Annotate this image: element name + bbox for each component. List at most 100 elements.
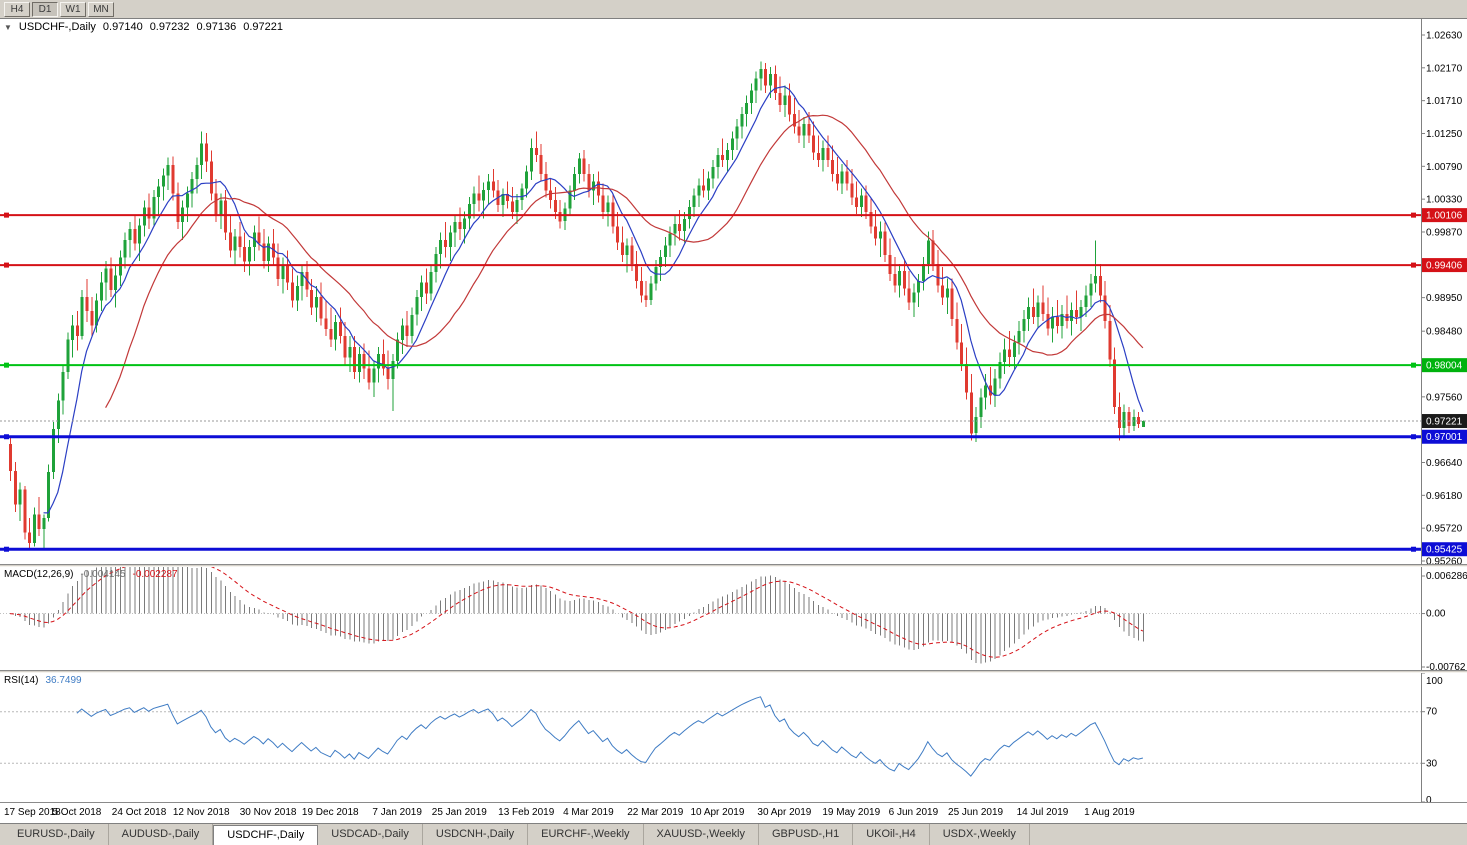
price-tick-label: 0.95720 bbox=[1426, 524, 1463, 535]
tab-usdcad-daily[interactable]: USDCAD-,Daily bbox=[318, 824, 423, 845]
line-handle bbox=[1411, 212, 1416, 218]
tab-usdchf-daily[interactable]: USDCHF-,Daily bbox=[213, 825, 319, 845]
rsi-label-overlay: RSI(14) 36.7499 bbox=[4, 675, 82, 686]
rsi-tick-label: 70 bbox=[1426, 707, 1438, 718]
timeframe-button-w1[interactable]: W1 bbox=[60, 1, 86, 17]
tab-eurchf-weekly[interactable]: EURCHF-,Weekly bbox=[528, 824, 644, 845]
macd-tick-label: 0.006286 bbox=[1426, 571, 1467, 582]
tab-gbpusd-h1[interactable]: GBPUSD-,H1 bbox=[759, 824, 854, 845]
time-axis-label: 13 Feb 2019 bbox=[498, 807, 555, 818]
rsi-label: RSI(14) bbox=[4, 675, 39, 686]
tab-xauusd-weekly[interactable]: XAUUSD-,Weekly bbox=[644, 824, 759, 845]
time-axis-label: 5 Oct 2018 bbox=[52, 807, 102, 818]
price-tick-label: 1.02170 bbox=[1426, 63, 1463, 74]
ma-fast-line bbox=[43, 85, 1144, 514]
macd-histogram bbox=[14, 567, 1144, 664]
time-axis-label: 12 Nov 2018 bbox=[172, 807, 230, 818]
macd-signal-value: -0.002287 bbox=[132, 569, 178, 580]
macd-label-overlay: MACD(12,26,9) -0.004145 -0.002287 bbox=[4, 569, 178, 580]
panel-separator[interactable] bbox=[0, 564, 1467, 567]
price-badge bbox=[1422, 542, 1467, 557]
macd-label: MACD(12,26,9) bbox=[4, 569, 74, 580]
macd-tick-label: -0.00762 bbox=[1426, 662, 1466, 670]
line-handle bbox=[4, 362, 9, 368]
time-axis-label: 25 Jun 2019 bbox=[948, 807, 1004, 818]
time-axis-label: 4 Mar 2019 bbox=[563, 807, 614, 818]
time-axis-label: 1 Aug 2019 bbox=[1084, 807, 1135, 818]
price-tick-label: 1.02630 bbox=[1426, 30, 1463, 41]
price-badge-label: 0.99406 bbox=[1426, 261, 1463, 272]
timeframe-button-d1[interactable]: D1 bbox=[32, 1, 58, 17]
candles-layer bbox=[9, 61, 1145, 550]
time-axis-label: 30 Nov 2018 bbox=[239, 807, 297, 818]
line-handle bbox=[1411, 546, 1416, 552]
line-handle bbox=[1411, 262, 1416, 268]
time-axis-label: 19 Dec 2018 bbox=[301, 807, 359, 818]
line-handle bbox=[1411, 362, 1416, 368]
price-tick-label: 1.01250 bbox=[1426, 129, 1463, 140]
price-badge-label: 1.00106 bbox=[1426, 211, 1463, 222]
price-tick-label: 0.95260 bbox=[1426, 557, 1463, 564]
price-badge bbox=[1422, 258, 1467, 273]
line-handle bbox=[4, 212, 9, 218]
macd-canvas[interactable]: 0.006286 0.00 -0.00762 bbox=[0, 567, 1467, 670]
price-badge bbox=[1422, 358, 1467, 373]
main-chart-panel[interactable]: 1.02630 1.02170 1.01710 1.01250 1.00790 1.003… bbox=[0, 19, 1467, 564]
time-axis-label: 10 Apr 2019 bbox=[690, 807, 745, 818]
ohlc-low: 0.97136 bbox=[196, 21, 237, 33]
line-handle bbox=[4, 546, 9, 552]
chart-collapse-icon[interactable]: ▼ bbox=[4, 22, 12, 32]
macd-tick-label: 0.00 bbox=[1426, 609, 1446, 620]
chart-window[interactable]: 1.02630 1.02170 1.01710 1.01250 1.00790 1.003… bbox=[0, 19, 1467, 823]
tab-eurusd-daily[interactable]: EURUSD-,Daily bbox=[4, 824, 109, 845]
price-badge-label: 0.98004 bbox=[1426, 361, 1463, 372]
time-axis[interactable]: 17 Sep 2018 5 Oct 2018 24 Oct 2018 12 Nov 2… bbox=[0, 802, 1467, 823]
line-handle bbox=[4, 434, 9, 440]
tab-usdx-weekly[interactable]: USDX-,Weekly bbox=[930, 824, 1030, 845]
ohlc-open: 0.97140 bbox=[102, 21, 143, 33]
price-tick-label: 1.00330 bbox=[1426, 195, 1463, 206]
price-badge bbox=[1422, 208, 1467, 223]
macd-main-value: -0.004145 bbox=[80, 569, 126, 580]
price-tick-label: 0.97560 bbox=[1426, 392, 1463, 403]
price-tick-label: 0.99870 bbox=[1426, 227, 1463, 238]
price-tick-label: 1.00790 bbox=[1426, 162, 1463, 173]
time-axis-label: 6 Jun 2019 bbox=[888, 807, 939, 818]
rsi-value: 36.7499 bbox=[45, 675, 82, 686]
chart-symbol-label: USDCHF-,Daily bbox=[18, 21, 96, 33]
price-tick-label: 0.98480 bbox=[1426, 327, 1463, 338]
main-chart-canvas[interactable]: 1.02630 1.02170 1.01710 1.01250 1.00790 1.003… bbox=[0, 19, 1467, 564]
chart-title-overlay: ▼ USDCHF-,Daily 0.97140 0.97232 0.97136 … bbox=[4, 21, 283, 33]
time-axis-label: 24 Oct 2018 bbox=[111, 807, 167, 818]
price-tick-label: 0.96180 bbox=[1426, 491, 1463, 502]
rsi-canvas[interactable]: 100 70 30 0 bbox=[0, 673, 1467, 802]
timeframe-toolbar: H4 D1 W1 MN bbox=[0, 0, 1467, 19]
time-axis-label: 22 Mar 2019 bbox=[627, 807, 684, 818]
rsi-tick-label: 100 bbox=[1426, 676, 1443, 687]
time-axis-label: 7 Jan 2019 bbox=[372, 807, 422, 818]
time-axis-label: 17 Sep 2018 bbox=[4, 807, 61, 818]
time-axis-label: 14 Jul 2019 bbox=[1016, 807, 1069, 818]
timeframe-button-mn[interactable]: MN bbox=[88, 1, 114, 17]
ohlc-close: 0.97221 bbox=[243, 21, 283, 33]
price-badge bbox=[1422, 414, 1467, 429]
time-axis-label: 25 Jan 2019 bbox=[431, 807, 487, 818]
timeframe-button-h4[interactable]: H4 bbox=[4, 1, 30, 17]
line-handle bbox=[1411, 434, 1416, 440]
macd-panel[interactable]: 0.006286 0.00 -0.00762 MACD(12,26,9) -0.00… bbox=[0, 567, 1467, 670]
tab-usdcnh-daily[interactable]: USDCNH-,Daily bbox=[423, 824, 529, 845]
rsi-panel[interactable]: 100 70 30 0 RSI(14) 36.7499 bbox=[0, 673, 1467, 802]
price-badge bbox=[1422, 429, 1467, 444]
price-badge-label: 0.97001 bbox=[1426, 432, 1463, 443]
tab-audusd-daily[interactable]: AUDUSD-,Daily bbox=[109, 824, 214, 845]
time-axis-label: 19 May 2019 bbox=[822, 807, 881, 818]
panel-separator[interactable] bbox=[0, 670, 1467, 673]
price-tick-label: 0.96640 bbox=[1426, 458, 1463, 469]
price-tick-label: 1.01710 bbox=[1426, 96, 1463, 107]
price-tick-label: 0.98950 bbox=[1426, 293, 1463, 304]
ohlc-high: 0.97232 bbox=[149, 21, 190, 33]
tab-ukoil-h4[interactable]: UKOil-,H4 bbox=[853, 824, 930, 845]
rsi-line bbox=[76, 696, 1144, 777]
time-axis-label: 30 Apr 2019 bbox=[757, 807, 812, 818]
